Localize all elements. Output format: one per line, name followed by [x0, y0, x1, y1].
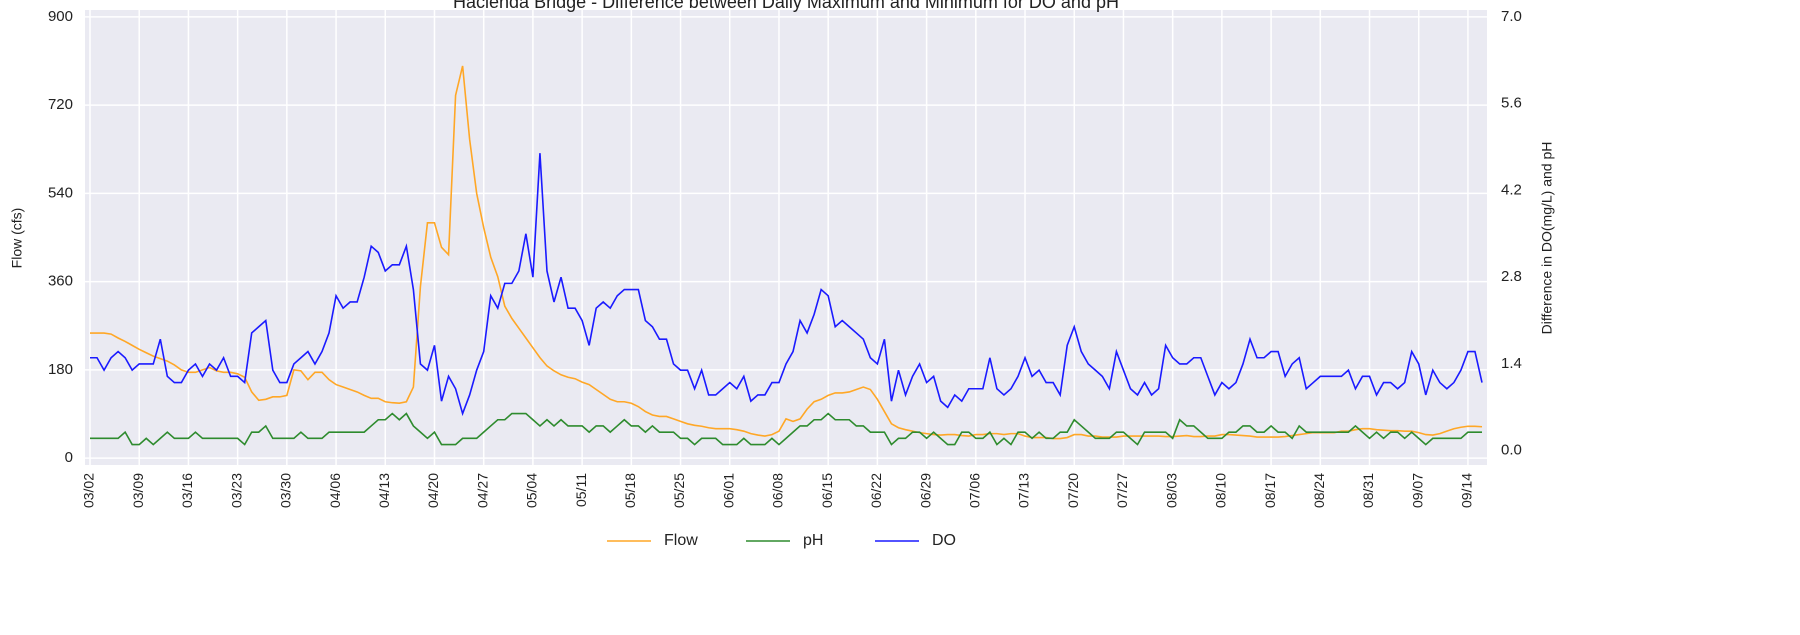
- legend-label: Flow: [664, 532, 698, 549]
- y-tick-label: 720: [48, 96, 73, 113]
- y2-tick-label: 4.2: [1501, 181, 1522, 198]
- x-tick-label: 08/17: [1262, 473, 1278, 508]
- y2-tick-label: 2.8: [1501, 268, 1522, 285]
- x-tick-label: 03/09: [130, 473, 146, 508]
- y2-tick-label: 1.4: [1501, 355, 1522, 372]
- x-tick-label: 04/13: [376, 473, 392, 508]
- x-tick-label: 06/01: [720, 473, 736, 508]
- y-tick-label: 180: [48, 361, 73, 378]
- x-tick-label: 03/23: [228, 473, 244, 508]
- x-tick-label: 06/15: [819, 473, 835, 508]
- y2-tick-label: 5.6: [1501, 95, 1522, 112]
- legend-label: DO: [932, 532, 956, 549]
- x-tick-label: 09/07: [1409, 473, 1425, 508]
- x-tick-label: 04/20: [425, 473, 441, 508]
- chart-title: Hacienda Bridge - Difference between Dai…: [453, 0, 1119, 12]
- x-tick-label: 03/02: [81, 473, 97, 508]
- y-tick-label: 540: [48, 184, 73, 201]
- x-tick-label: 04/06: [327, 473, 343, 508]
- x-tick-label: 05/18: [622, 473, 638, 508]
- x-tick-label: 05/25: [671, 473, 687, 508]
- y-tick-label: 360: [48, 273, 73, 290]
- y2-axis-label: Difference in DO(mg/L) and pH: [1539, 142, 1555, 335]
- y-tick-label: 0: [65, 449, 73, 466]
- y2-tick-label: 7.0: [1501, 8, 1522, 25]
- x-tick-label: 08/24: [1311, 473, 1327, 508]
- x-tick-label: 08/10: [1213, 473, 1229, 508]
- series-line: [90, 153, 1483, 417]
- x-tick-label: 05/04: [524, 473, 540, 508]
- x-tick-label: 07/06: [967, 473, 983, 508]
- series-line: [90, 65, 1483, 440]
- x-tick-label: 08/03: [1163, 473, 1179, 508]
- plot-area: [85, 10, 1487, 465]
- y-tick-label: 900: [48, 8, 73, 25]
- x-tick-label: 06/08: [770, 473, 786, 508]
- x-tick-label: 03/30: [278, 473, 294, 508]
- x-tick-label: 03/16: [179, 473, 195, 508]
- x-tick-label: 09/14: [1459, 473, 1475, 508]
- x-tick-label: 08/31: [1360, 473, 1376, 508]
- x-tick-label: 04/27: [474, 473, 490, 508]
- x-tick-label: 06/22: [868, 473, 884, 508]
- y-axis-label: Flow (cfs): [9, 208, 25, 269]
- x-tick-label: 07/27: [1114, 473, 1130, 508]
- y2-tick-label: 0.0: [1501, 442, 1522, 459]
- series-line: [90, 412, 1482, 446]
- x-tick-label: 06/29: [917, 473, 933, 508]
- legend-label: pH: [803, 532, 823, 549]
- x-tick-label: 07/13: [1016, 473, 1032, 508]
- x-tick-label: 05/11: [573, 473, 589, 507]
- x-tick-label: 07/20: [1065, 473, 1081, 508]
